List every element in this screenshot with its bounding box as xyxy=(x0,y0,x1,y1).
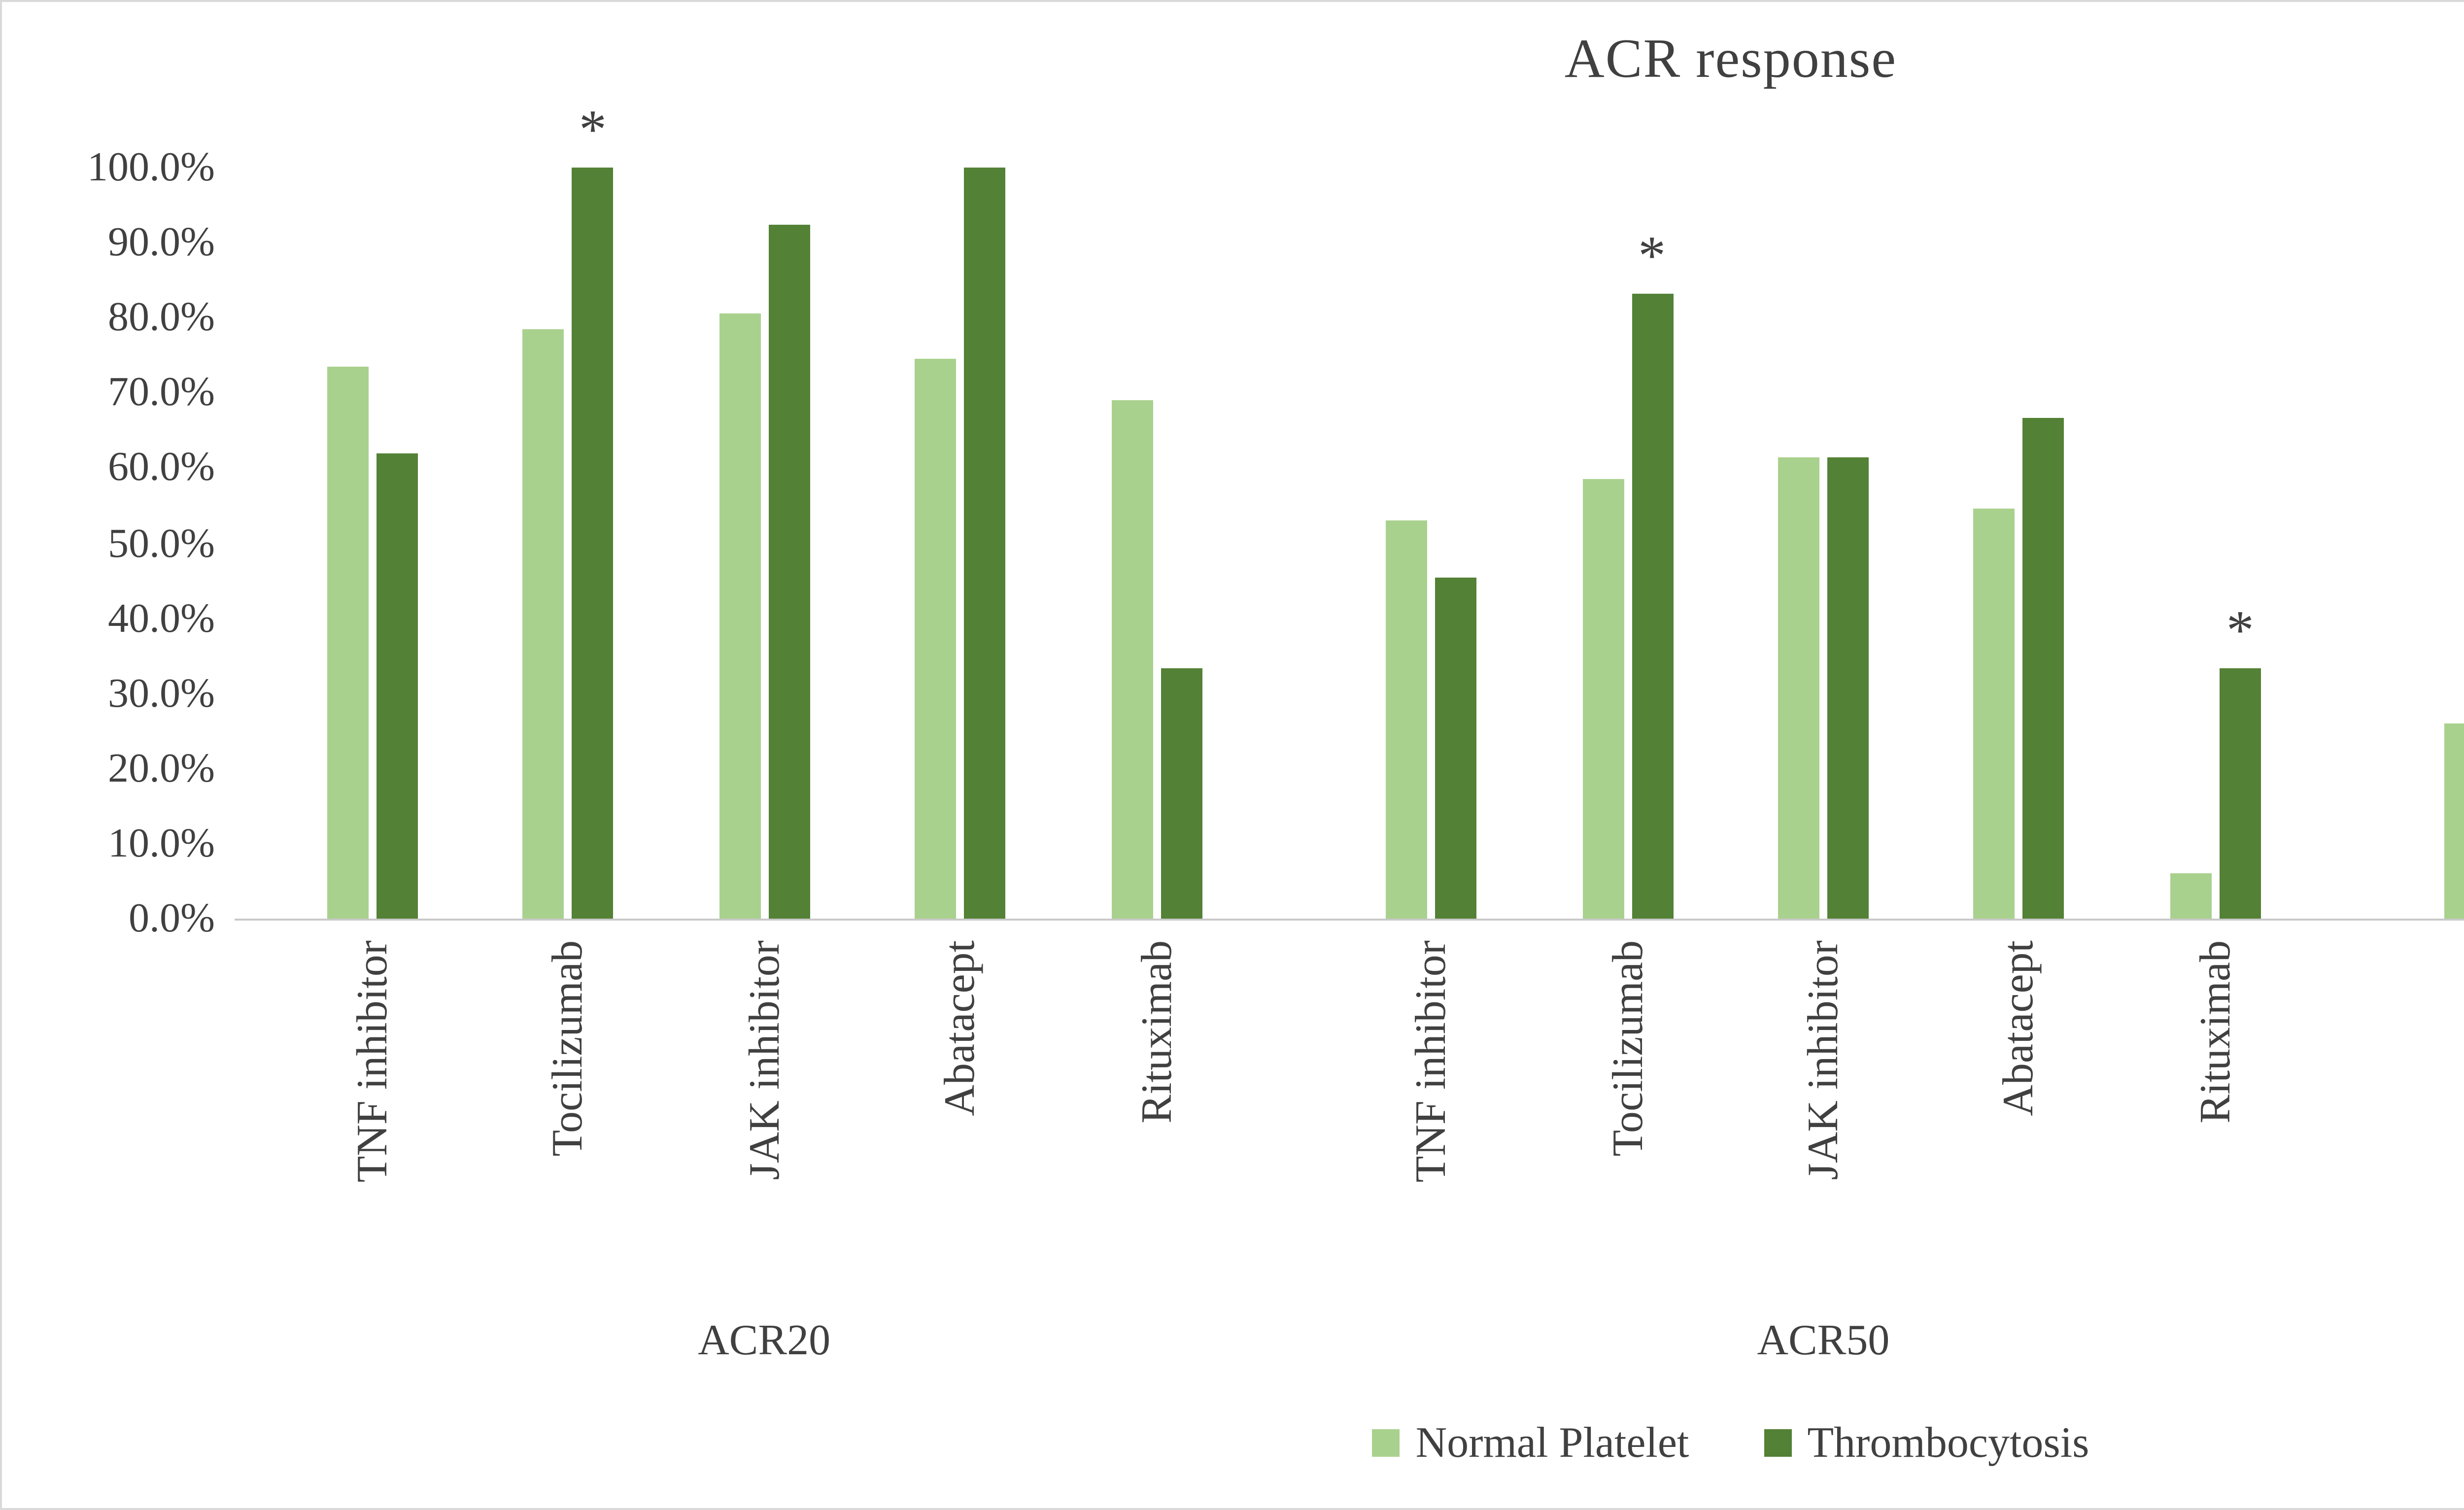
category-label-cell: Tocilizumab xyxy=(470,921,666,1315)
bar-normal-platelet xyxy=(2445,723,2464,919)
bar-thrombocytosis: * xyxy=(2219,605,2261,919)
group-axis-label: ACR20 xyxy=(698,1315,831,1364)
category-label-cell: Rituximab xyxy=(1059,921,1255,1315)
bar-thrombocytosis: * xyxy=(1631,229,1673,919)
legend-label: Normal Platelet xyxy=(1415,1417,1689,1467)
bar-normal-platelet xyxy=(1582,479,1624,919)
category-label: Abatacept xyxy=(934,940,984,1116)
category-label-cell: Rituximab xyxy=(2118,921,2314,1315)
category-label-cell: Abatacept xyxy=(1921,921,2118,1315)
bar-normal-platelet xyxy=(1386,520,1428,919)
group-bars: ** xyxy=(2353,168,2464,921)
category-label: TNF inhibitor xyxy=(346,940,396,1183)
bar-thrombocytosis xyxy=(768,225,810,919)
y-axis-tick-label: 80.0% xyxy=(108,293,215,341)
significance-asterisk: * xyxy=(2226,601,2254,663)
bar-thrombocytosis xyxy=(2023,417,2065,919)
category-label-cell: Abatacept xyxy=(862,921,1059,1315)
bar-thrombocytosis xyxy=(964,168,1006,919)
group-axis-label: ACR70 xyxy=(2353,1315,2464,1378)
category-label: TNF inhibitor xyxy=(1405,940,1455,1183)
category-label-cell: JAK inhibitor xyxy=(1725,921,1921,1315)
y-axis-tick-label: 10.0% xyxy=(108,819,215,866)
legend-label: Thrombocytosis xyxy=(1807,1417,2089,1467)
y-axis-tick-label: 60.0% xyxy=(108,443,215,491)
bar-normal-platelet xyxy=(1778,456,1819,919)
bar-cluster xyxy=(274,168,470,919)
y-axis-tick-label: 50.0% xyxy=(108,518,215,566)
significance-asterisk: * xyxy=(579,101,607,162)
chart-title: ACR response xyxy=(1564,30,1897,91)
legend-item: Normal Platelet xyxy=(1372,1417,1689,1469)
bar-cluster xyxy=(862,168,1059,919)
bar-cluster xyxy=(1333,168,1529,919)
bar-normal-platelet xyxy=(326,366,368,919)
category-label: Tocilizumab xyxy=(542,940,592,1157)
significance-asterisk: * xyxy=(1638,226,1666,287)
bar-cluster xyxy=(666,168,862,919)
category-labels-row: TNF inhibitor Tocilizumab JAK inhibitor Aba… xyxy=(235,921,1294,1315)
bar-cluster xyxy=(1921,168,2118,919)
legend: Normal Platelet Thrombocytosis xyxy=(2,1417,2464,1469)
bar-thrombocytosis xyxy=(1435,577,1477,919)
category-label-cell: JAK inhibitor xyxy=(666,921,862,1315)
category-label: Rituximab xyxy=(1130,940,1180,1124)
category-labels-row: TNF inhibitor Tocilizumab JAK inhibitor Aba… xyxy=(1294,921,2353,1315)
group-bars: ** xyxy=(1294,168,2353,921)
y-axis-tick-label: 0.0% xyxy=(129,894,215,941)
y-axis-tick-label: 100.0% xyxy=(87,143,215,190)
bar-normal-platelet xyxy=(1111,400,1153,919)
y-axis: 0.0% 10.0% 20.0% 30.0% 40.0% 50.0% 60.0% 70.0% 8… xyxy=(2,146,215,938)
category-label: Abatacept xyxy=(1993,940,2043,1116)
category-label-cell: TNF inhibitor xyxy=(274,921,470,1315)
category-label-cell: TNF inhibitor xyxy=(2393,921,2464,1315)
category-label-cell: Tocilizumab xyxy=(1529,921,1725,1315)
legend-item: Thrombocytosis xyxy=(1764,1417,2089,1469)
bar-cluster xyxy=(1725,168,1921,919)
bar-normal-platelet xyxy=(1974,509,2016,919)
category-label: Tocilizumab xyxy=(1602,940,1651,1157)
bar-normal-platelet xyxy=(522,329,564,919)
category-label: JAK inhibitor xyxy=(738,940,788,1180)
bar-thrombocytosis xyxy=(1160,668,1202,919)
category-label: Rituximab xyxy=(2190,940,2239,1124)
bar-thrombocytosis xyxy=(376,453,417,919)
group-acr50: * * TNF inhibitor Tocilizumab JAK inhibitor A… xyxy=(1294,168,2353,1378)
y-axis-tick-label: 70.0% xyxy=(108,368,215,416)
category-label-cell: TNF inhibitor xyxy=(1333,921,1529,1315)
bar-cluster: * xyxy=(470,103,666,919)
bar-normal-platelet xyxy=(915,359,957,919)
group-bars: * xyxy=(235,103,1294,921)
bar-normal-platelet xyxy=(2170,873,2212,919)
legend-swatch xyxy=(1764,1429,1792,1457)
bar-thrombocytosis xyxy=(1827,456,1869,919)
group-acr20: * TNF inhibitor Tocilizumab JAK inhibitor Ab… xyxy=(235,103,1294,1378)
y-axis-tick-label: 40.0% xyxy=(108,593,215,641)
bar-cluster xyxy=(2393,168,2464,919)
legend-swatch xyxy=(1372,1429,1400,1457)
group-axis-label: ACR50 xyxy=(1757,1315,1890,1364)
y-axis-tick-label: 20.0% xyxy=(108,744,215,791)
bar-cluster: * xyxy=(1529,168,1725,919)
bar-cluster: * xyxy=(2118,168,2314,919)
category-label: JAK inhibitor xyxy=(1798,940,1847,1180)
bar-normal-platelet xyxy=(719,314,760,919)
y-axis-tick-label: 90.0% xyxy=(108,218,215,266)
plot-area: * TNF inhibitor Tocilizumab JAK inhibitor Ab… xyxy=(235,103,2464,1378)
bar-thrombocytosis: * xyxy=(572,103,614,919)
bar-cluster xyxy=(1059,168,1255,919)
y-axis-tick-label: 30.0% xyxy=(108,668,215,716)
